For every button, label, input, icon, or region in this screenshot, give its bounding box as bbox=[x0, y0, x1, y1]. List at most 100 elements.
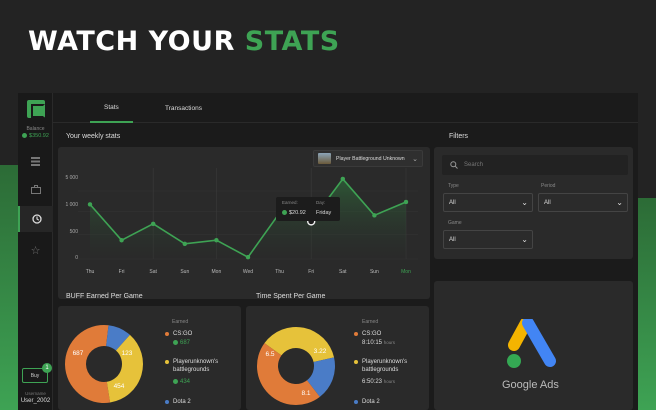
x-tick: Fri bbox=[118, 269, 125, 275]
weekly-stats-title: Your weekly stats bbox=[66, 133, 121, 140]
pie-label: 6.5 bbox=[265, 351, 275, 358]
app-window: Balance $350.92 ☆ Buy 1 Username User_20… bbox=[18, 93, 638, 410]
y-tick: 500 bbox=[69, 229, 78, 235]
legend-dota: Dota 2 bbox=[362, 399, 380, 405]
x-tick: Mon bbox=[401, 269, 411, 275]
promo-title-accent: STATS bbox=[244, 26, 340, 57]
google-ads-label: Google Ads bbox=[502, 379, 559, 391]
pie-label: 8.1 bbox=[301, 390, 311, 397]
star-icon: ☆ bbox=[30, 244, 41, 257]
user-label: Username bbox=[25, 391, 46, 396]
briefcase-icon bbox=[30, 184, 41, 194]
tab-stats[interactable]: Stats bbox=[90, 93, 133, 123]
donut-slice[interactable] bbox=[106, 325, 130, 351]
tab-bar: Stats Transactions bbox=[53, 93, 638, 123]
chart-point[interactable] bbox=[340, 176, 346, 182]
legend-csgo: CS:GO bbox=[173, 331, 193, 337]
x-tick: Fri bbox=[308, 269, 315, 275]
sidebar: Balance $350.92 ☆ Buy 1 Username User_20… bbox=[18, 93, 53, 410]
legend-pubg-value: 434 bbox=[173, 379, 190, 385]
chart-tooltip: Earned: $20.92 Day: Friday bbox=[276, 197, 340, 221]
sidebar-item-history[interactable] bbox=[18, 206, 53, 232]
x-tick: Sat bbox=[149, 269, 157, 275]
donut-slice[interactable] bbox=[106, 334, 143, 403]
chart-point[interactable] bbox=[119, 237, 124, 243]
pie-label: 3.22 bbox=[313, 348, 327, 355]
legend-pubg: Playerunknown's battlegrounds bbox=[362, 359, 408, 373]
chevron-down-icon: ⌄ bbox=[412, 155, 418, 163]
donut-slice[interactable] bbox=[264, 327, 335, 363]
donut-slice[interactable] bbox=[257, 343, 320, 405]
legend-dot-csgo bbox=[354, 332, 358, 336]
legend-dot-pubg bbox=[165, 360, 169, 364]
period-label: Period bbox=[541, 183, 556, 189]
game-label: Game bbox=[448, 220, 462, 226]
type-select[interactable]: All ⌄ bbox=[443, 193, 533, 212]
decor-band-right bbox=[636, 198, 656, 410]
x-tick: Mon bbox=[211, 269, 222, 275]
search-input[interactable]: Search bbox=[442, 155, 628, 175]
x-tick: Thu bbox=[275, 269, 284, 275]
buff-earned-donut bbox=[65, 325, 143, 403]
chevron-down-icon: ⌄ bbox=[521, 198, 528, 207]
chart-point[interactable] bbox=[214, 237, 219, 243]
weekly-line-chart bbox=[78, 168, 418, 260]
legend-dota: Dota 2 bbox=[173, 399, 191, 405]
chart-point[interactable] bbox=[182, 241, 188, 247]
x-tick: Sun bbox=[180, 269, 190, 275]
legend-dot-pubg bbox=[354, 360, 358, 364]
game-select[interactable]: Player Battleground Unknown ⌄ bbox=[313, 150, 423, 167]
time-spent-title: Time Spent Per Game bbox=[256, 293, 326, 300]
search-icon bbox=[450, 161, 458, 169]
pie-label: 687 bbox=[72, 350, 84, 357]
legend-pubg-time: 6:50:23 hours bbox=[362, 379, 395, 385]
buy-button[interactable]: Buy bbox=[22, 368, 48, 383]
tooltip-earned-value: $20.92 bbox=[282, 210, 306, 216]
balance-label: Balance bbox=[26, 126, 45, 132]
tab-transactions[interactable]: Transactions bbox=[165, 104, 202, 112]
tooltip-day-label: Day: bbox=[316, 200, 326, 205]
decor-band-left bbox=[0, 165, 20, 410]
legend-csgo-value: 687 bbox=[173, 340, 190, 346]
x-tick: Sun bbox=[369, 269, 379, 275]
pie-label: 454 bbox=[113, 383, 125, 390]
chart-point[interactable] bbox=[87, 202, 93, 207]
type-label: Type bbox=[448, 183, 459, 189]
chart-point[interactable] bbox=[245, 254, 251, 260]
sidebar-item-inventory[interactable] bbox=[18, 176, 53, 202]
sidebar-item-dashboard[interactable] bbox=[18, 148, 53, 174]
game-filter-select[interactable]: All ⌄ bbox=[443, 230, 533, 249]
filters-title: Filters bbox=[449, 133, 469, 140]
user-name[interactable]: User_2002 bbox=[20, 398, 51, 404]
tooltip-earned-label: Earned: bbox=[282, 200, 298, 205]
app-logo-icon[interactable] bbox=[27, 100, 45, 118]
chart-area-fill bbox=[90, 178, 406, 259]
sidebar-item-favorites[interactable]: ☆ bbox=[18, 237, 53, 263]
legend-dot-dota bbox=[165, 400, 169, 404]
chart-point[interactable] bbox=[403, 199, 409, 205]
x-tick: Thu bbox=[85, 269, 95, 275]
chart-point[interactable] bbox=[150, 221, 156, 227]
legend-csgo-time: 8:10:15 hours bbox=[362, 340, 395, 346]
x-tick: Sat bbox=[339, 269, 347, 275]
legend-dot-csgo bbox=[165, 332, 169, 336]
legend-csgo: CS:GO bbox=[362, 331, 382, 337]
legend-header: Earned bbox=[172, 319, 189, 325]
legend-header: Earned bbox=[362, 319, 379, 325]
donut-slice[interactable] bbox=[65, 325, 111, 403]
google-ads-logo bbox=[507, 319, 556, 368]
promo-title: WATCH YOUR STATS bbox=[28, 26, 340, 57]
chart-point[interactable] bbox=[372, 213, 377, 218]
game-thumbnail bbox=[318, 153, 331, 164]
history-icon bbox=[31, 214, 42, 224]
pie-label: 123 bbox=[121, 350, 133, 357]
period-select[interactable]: All ⌄ bbox=[538, 193, 628, 212]
y-tick: 1 000 bbox=[65, 202, 78, 208]
tooltip-day-value: Friday bbox=[316, 210, 332, 216]
y-tick: 5 000 bbox=[65, 175, 78, 181]
chevron-down-icon: ⌄ bbox=[521, 235, 528, 244]
donut-slice[interactable] bbox=[306, 357, 335, 397]
notification-badge: 1 bbox=[42, 363, 52, 373]
buff-earned-title: BUFF Earned Per Game bbox=[66, 293, 143, 300]
ad-panel[interactable] bbox=[434, 281, 633, 410]
